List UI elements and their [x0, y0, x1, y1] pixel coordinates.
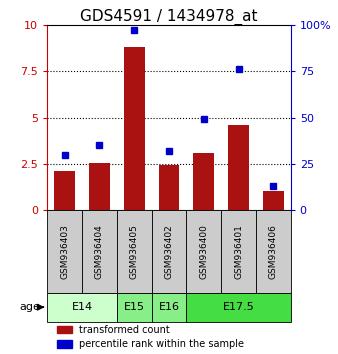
FancyBboxPatch shape: [221, 210, 256, 293]
FancyBboxPatch shape: [186, 210, 221, 293]
Text: E14: E14: [72, 302, 93, 312]
Title: GDS4591 / 1434978_at: GDS4591 / 1434978_at: [80, 8, 258, 25]
Text: transformed count: transformed count: [79, 325, 170, 335]
Text: E17.5: E17.5: [223, 302, 255, 312]
Text: percentile rank within the sample: percentile rank within the sample: [79, 339, 244, 349]
Text: E15: E15: [124, 302, 145, 312]
Bar: [57, 326, 72, 333]
Bar: [263, 191, 284, 210]
FancyBboxPatch shape: [117, 293, 152, 321]
FancyBboxPatch shape: [152, 293, 186, 321]
FancyBboxPatch shape: [186, 293, 291, 321]
FancyBboxPatch shape: [82, 210, 117, 293]
Bar: [54, 171, 75, 210]
Bar: [228, 125, 249, 210]
Bar: [124, 47, 145, 210]
Text: GSM936404: GSM936404: [95, 224, 104, 279]
FancyBboxPatch shape: [47, 210, 82, 293]
Text: GSM936402: GSM936402: [165, 224, 173, 279]
Text: E16: E16: [159, 302, 179, 312]
FancyBboxPatch shape: [152, 210, 186, 293]
Bar: [57, 340, 72, 348]
Text: age: age: [20, 302, 40, 312]
Text: GSM936403: GSM936403: [60, 224, 69, 279]
Bar: [159, 165, 179, 210]
Text: GSM936401: GSM936401: [234, 224, 243, 279]
Text: GSM936405: GSM936405: [130, 224, 139, 279]
Bar: [89, 163, 110, 210]
Text: GSM936406: GSM936406: [269, 224, 278, 279]
FancyBboxPatch shape: [117, 210, 152, 293]
FancyBboxPatch shape: [256, 210, 291, 293]
FancyBboxPatch shape: [47, 293, 117, 321]
Text: GSM936400: GSM936400: [199, 224, 208, 279]
Bar: [193, 153, 214, 210]
